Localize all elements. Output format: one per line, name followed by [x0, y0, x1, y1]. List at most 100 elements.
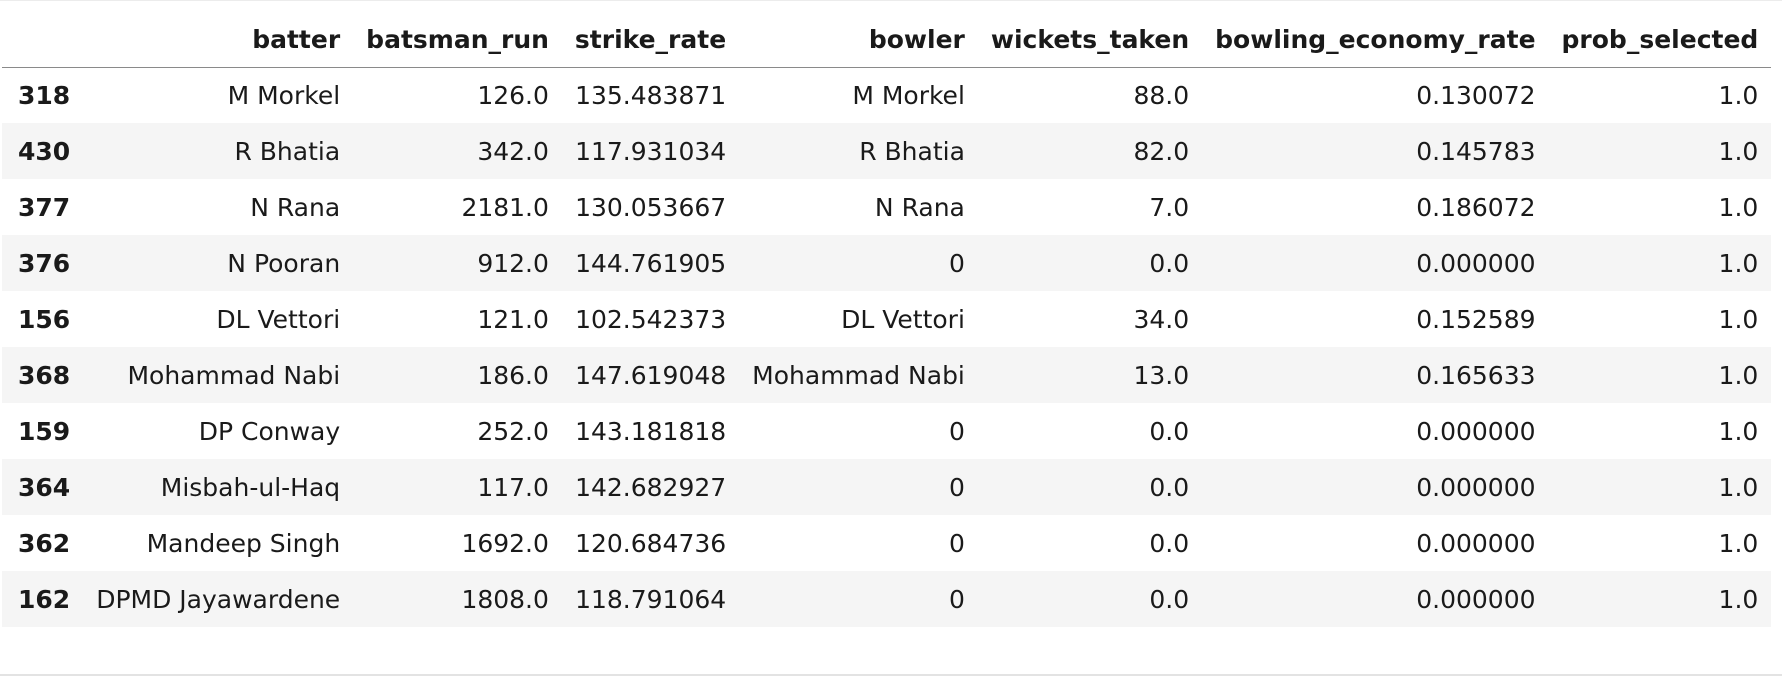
- cell-batsman-run: 1808.0: [461, 584, 549, 614]
- table-row: 162 DPMD Jayawardene 1808.0 118.791064 0…: [2, 571, 1772, 627]
- header-bowler: bowler: [739, 12, 978, 68]
- cell-bowler: M Morkel: [852, 80, 965, 110]
- table-body: 318 M Morkel 126.0 135.483871 M Morkel 8…: [2, 67, 1772, 627]
- cell-bowling-economy-rate: 0.165633: [1416, 360, 1536, 390]
- cell-batter: Misbah-ul-Haq: [160, 472, 341, 502]
- row-index: 430: [18, 136, 71, 166]
- cell-prob-selected: 1.0: [1718, 584, 1759, 614]
- cell-wickets-taken: 0.0: [1149, 416, 1190, 446]
- cell-strike-rate: 143.181818: [575, 416, 727, 446]
- cell-bowler: 0: [948, 248, 965, 278]
- cell-batter: N Pooran: [227, 248, 341, 278]
- cell-batter: Mandeep Singh: [146, 528, 341, 558]
- header-strike-rate: strike_rate: [561, 12, 740, 68]
- cell-strike-rate: 147.619048: [575, 360, 727, 390]
- cell-wickets-taken: 0.0: [1149, 248, 1190, 278]
- output-top-divider: [0, 0, 1782, 1]
- cell-batter: DPMD Jayawardene: [96, 584, 341, 614]
- cell-strike-rate: 118.791064: [575, 584, 727, 614]
- table-row: 318 M Morkel 126.0 135.483871 M Morkel 8…: [2, 67, 1771, 123]
- header-bowling-economy-rate: bowling_economy_rate: [1202, 12, 1549, 68]
- cell-bowling-economy-rate: 0.145783: [1416, 136, 1536, 166]
- cell-bowling-economy-rate: 0.000000: [1416, 416, 1536, 446]
- table-row: 364 Misbah-ul-Haq 117.0 142.682927 0 0.0…: [2, 459, 1772, 515]
- header-batsman-run: batsman_run: [353, 12, 562, 68]
- cell-batsman-run: 126.0: [477, 80, 549, 110]
- row-index: 368: [18, 360, 71, 390]
- cell-prob-selected: 1.0: [1718, 248, 1759, 278]
- cell-bowler: R Bhatia: [859, 136, 965, 166]
- cell-bowler: 0: [948, 472, 965, 502]
- table-row: 376 N Pooran 912.0 144.761905 0 0.0 0.00…: [2, 235, 1772, 291]
- cell-wickets-taken: 13.0: [1133, 360, 1190, 390]
- table-row: 430 R Bhatia 342.0 117.931034 R Bhatia 8…: [2, 123, 1772, 179]
- cell-bowler: 0: [948, 528, 965, 558]
- cell-batsman-run: 912.0: [477, 248, 549, 278]
- cell-strike-rate: 144.761905: [575, 248, 727, 278]
- cell-bowling-economy-rate: 0.000000: [1416, 528, 1536, 558]
- row-index: 156: [18, 304, 71, 334]
- table-header: batter batsman_run strike_rate bowler wi…: [2, 12, 1772, 68]
- cell-wickets-taken: 0.0: [1149, 472, 1190, 502]
- row-index: 376: [18, 248, 71, 278]
- row-index: 364: [18, 472, 71, 502]
- header-batter: batter: [83, 12, 354, 68]
- row-index: 362: [18, 528, 71, 558]
- cell-strike-rate: 135.483871: [575, 80, 727, 110]
- table-row: 377 N Rana 2181.0 130.053667 N Rana 7.0 …: [2, 179, 1771, 235]
- cell-wickets-taken: 0.0: [1149, 528, 1190, 558]
- cell-wickets-taken: 7.0: [1149, 192, 1190, 222]
- cell-prob-selected: 1.0: [1718, 304, 1759, 334]
- header-prob-selected: prob_selected: [1548, 12, 1772, 68]
- cell-strike-rate: 142.682927: [575, 472, 727, 502]
- cell-bowler: 0: [948, 584, 965, 614]
- cell-bowling-economy-rate: 0.152589: [1416, 304, 1536, 334]
- table-row: 362 Mandeep Singh 1692.0 120.684736 0 0.…: [2, 515, 1771, 571]
- cell-strike-rate: 130.053667: [575, 192, 727, 222]
- cell-batter: R Bhatia: [234, 136, 341, 166]
- cell-prob-selected: 1.0: [1718, 416, 1759, 446]
- cell-bowler: Mohammad Nabi: [752, 360, 965, 390]
- table-row: 159 DP Conway 252.0 143.181818 0 0.0 0.0…: [2, 403, 1771, 459]
- cell-batsman-run: 121.0: [477, 304, 549, 334]
- output-bottom-divider: [0, 674, 1782, 676]
- cell-strike-rate: 102.542373: [575, 304, 727, 334]
- cell-bowler: 0: [948, 416, 965, 446]
- table-row: 156 DL Vettori 121.0 102.542373 DL Vetto…: [2, 291, 1771, 347]
- cell-batsman-run: 342.0: [477, 136, 549, 166]
- header-row: batter batsman_run strike_rate bowler wi…: [2, 12, 1772, 68]
- cell-batsman-run: 1692.0: [461, 528, 549, 558]
- cell-bowling-economy-rate: 0.000000: [1416, 472, 1536, 502]
- cell-bowling-economy-rate: 0.130072: [1416, 80, 1536, 110]
- cell-bowling-economy-rate: 0.000000: [1416, 248, 1536, 278]
- cell-prob-selected: 1.0: [1718, 472, 1759, 502]
- cell-bowler: N Rana: [874, 192, 965, 222]
- cell-wickets-taken: 0.0: [1149, 584, 1190, 614]
- cell-prob-selected: 1.0: [1718, 80, 1759, 110]
- cell-batter: DP Conway: [198, 416, 341, 446]
- cell-wickets-taken: 34.0: [1133, 304, 1190, 334]
- cell-bowling-economy-rate: 0.186072: [1416, 192, 1536, 222]
- cell-batsman-run: 2181.0: [461, 192, 549, 222]
- cell-batter: N Rana: [250, 192, 341, 222]
- cell-prob-selected: 1.0: [1718, 136, 1759, 166]
- row-index: 377: [18, 192, 71, 222]
- cell-batsman-run: 117.0: [477, 472, 549, 502]
- cell-batter: DL Vettori: [216, 304, 341, 334]
- row-index: 318: [18, 80, 71, 110]
- cell-strike-rate: 120.684736: [575, 528, 727, 558]
- header-wickets-taken: wickets_taken: [977, 12, 1203, 68]
- cell-prob-selected: 1.0: [1718, 360, 1759, 390]
- header-index: [2, 12, 84, 68]
- cell-strike-rate: 117.931034: [575, 136, 727, 166]
- cell-prob-selected: 1.0: [1718, 528, 1759, 558]
- cell-batsman-run: 252.0: [477, 416, 549, 446]
- cell-bowler: DL Vettori: [841, 304, 965, 334]
- dataframe-table: batter batsman_run strike_rate bowler wi…: [2, 12, 1772, 627]
- cell-prob-selected: 1.0: [1718, 192, 1759, 222]
- cell-wickets-taken: 82.0: [1133, 136, 1190, 166]
- cell-batsman-run: 186.0: [477, 360, 549, 390]
- cell-wickets-taken: 88.0: [1133, 80, 1190, 110]
- table-row: 368 Mohammad Nabi 186.0 147.619048 Moham…: [2, 347, 1772, 403]
